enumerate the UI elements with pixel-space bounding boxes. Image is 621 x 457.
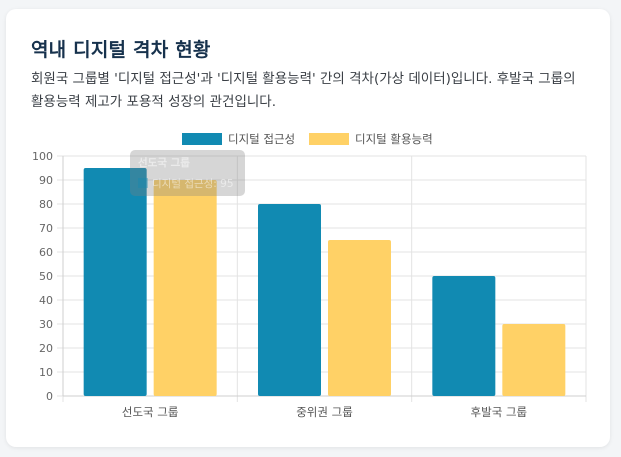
legend-swatch[interactable] [182, 133, 222, 145]
x-tick-label: 중위권 그룹 [296, 405, 353, 419]
bar-access[interactable] [83, 168, 147, 396]
legend-swatch[interactable] [309, 133, 349, 145]
tooltip-box [130, 150, 245, 196]
x-tick-label: 후발국 그룹 [471, 405, 528, 419]
y-tick-label: 20 [39, 342, 53, 355]
y-tick-label: 70 [39, 222, 53, 235]
y-tick-label: 0 [46, 390, 53, 403]
y-tick-label: 80 [39, 198, 53, 211]
y-tick-label: 40 [39, 294, 53, 307]
bar-literacy[interactable] [153, 180, 217, 396]
tooltip-title: 선도국 그룹 [138, 156, 190, 169]
tooltip-swatch [138, 178, 148, 188]
x-tick-label: 선도국 그룹 [122, 405, 179, 419]
y-tick-label: 100 [32, 150, 53, 163]
bar-literacy[interactable] [328, 240, 391, 396]
y-tick-label: 50 [39, 270, 53, 283]
bar-literacy[interactable] [502, 324, 566, 396]
legend-label[interactable]: 디지털 접근성 [228, 132, 295, 146]
page-title: 역내 디지털 격차 현황 [31, 39, 211, 61]
bar-access[interactable] [258, 204, 321, 396]
y-tick-label: 90 [39, 174, 53, 187]
bar-access[interactable] [432, 276, 496, 396]
y-tick-label: 30 [39, 318, 53, 331]
y-tick-label: 10 [39, 366, 53, 379]
tooltip-line: 디지털 접근성: 95 [152, 178, 234, 190]
legend-label[interactable]: 디지털 활용능력 [355, 132, 433, 146]
y-tick-label: 60 [39, 246, 53, 259]
chart-description: 회원국 그룹별 '디지털 접근성'과 '디지털 활용능력' 간의 격차(가상 데… [31, 71, 576, 110]
